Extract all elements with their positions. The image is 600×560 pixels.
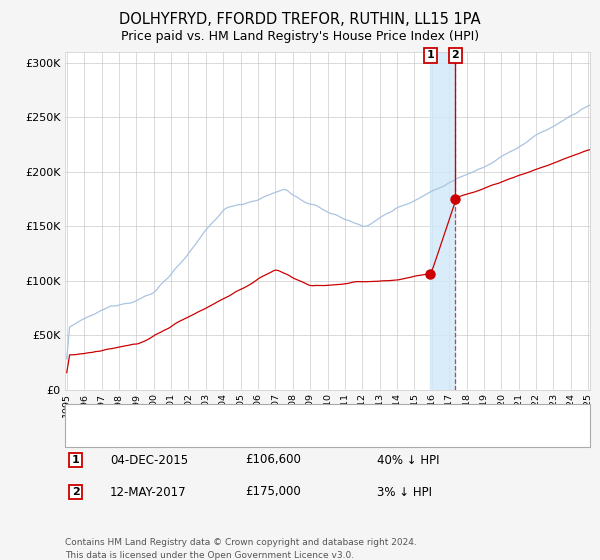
Text: Price paid vs. HM Land Registry's House Price Index (HPI): Price paid vs. HM Land Registry's House … — [121, 30, 479, 43]
Text: 1: 1 — [427, 50, 434, 60]
Text: Contains HM Land Registry data © Crown copyright and database right 2024.: Contains HM Land Registry data © Crown c… — [65, 538, 417, 547]
Text: 3% ↓ HPI: 3% ↓ HPI — [377, 486, 432, 498]
Text: £106,600: £106,600 — [245, 454, 301, 466]
Text: 12-MAY-2017: 12-MAY-2017 — [110, 486, 187, 498]
Text: DOLHYFRYD, FFORDD TREFOR, RUTHIN, LL15 1PA (detached house): DOLHYFRYD, FFORDD TREFOR, RUTHIN, LL15 1… — [123, 409, 522, 423]
Text: 2: 2 — [452, 50, 460, 60]
Text: DOLHYFRYD, FFORDD TREFOR, RUTHIN, LL15 1PA: DOLHYFRYD, FFORDD TREFOR, RUTHIN, LL15 1… — [119, 12, 481, 27]
Text: £175,000: £175,000 — [245, 486, 301, 498]
Bar — [430, 52, 455, 390]
Text: 04-DEC-2015: 04-DEC-2015 — [110, 454, 188, 466]
Text: 40% ↓ HPI: 40% ↓ HPI — [377, 454, 440, 466]
Text: 1: 1 — [72, 455, 80, 465]
Text: HPI: Average price, detached house, Denbighshire: HPI: Average price, detached house, Denb… — [123, 428, 420, 441]
Text: 2: 2 — [72, 487, 80, 497]
Text: This data is licensed under the Open Government Licence v3.0.: This data is licensed under the Open Gov… — [65, 551, 354, 560]
